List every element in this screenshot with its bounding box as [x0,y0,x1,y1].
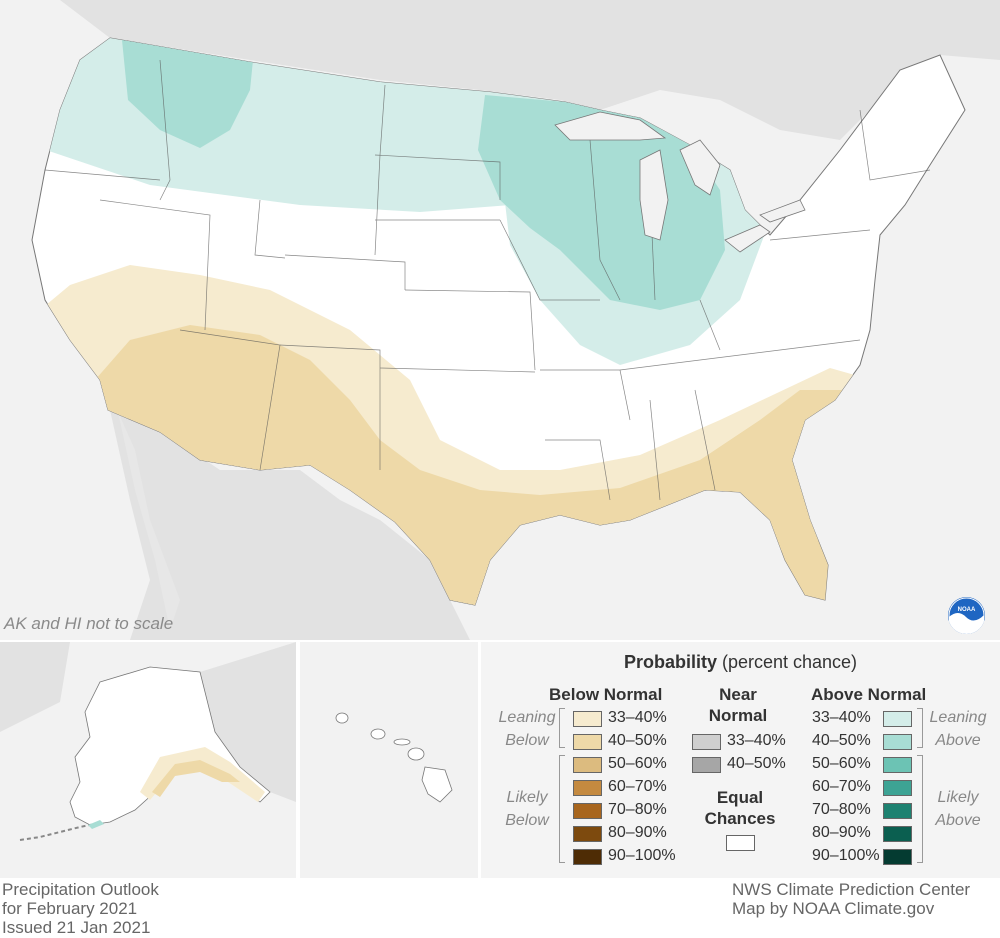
above-normal-row-swatch [883,734,912,750]
above-normal-row-swatch [883,711,912,727]
above-normal-row-swatch [883,757,912,773]
below-normal-row-swatch [573,757,602,773]
baja-peninsula [118,412,180,630]
near-normal-row-label: 40–50% [727,755,786,772]
canada-yukon-landmass [200,642,296,802]
footer-period: for February 2021 [2,899,138,918]
russia-landmass [0,642,70,732]
likely-below-label: Likely Below [485,786,569,832]
equal-chances-swatch [726,835,755,851]
above-normal-row-swatch [883,780,912,796]
below-normal-row-swatch [573,734,602,750]
below-normal-row-swatch [573,711,602,727]
leaning-above-bracket [917,708,923,748]
leaning-above-label-2: Above [935,732,981,749]
above-normal-heading: Above Normal [811,685,927,704]
near-normal-row-swatch [692,734,721,750]
above-normal-row-swatch [883,826,912,842]
noaa-logo-graphic: NOAA [948,597,985,634]
leaning-below-bracket [559,708,565,748]
hawaii-inset [300,642,478,878]
svg-text:NOAA: NOAA [958,607,976,613]
leaning-below-label-2: Below [505,732,549,749]
kauai-island [335,712,349,724]
likely-above-label-2: Above [935,812,981,829]
near-normal-row-label: 33–40% [727,732,786,749]
legend: Probability (percent chance) Below Norma… [481,642,1000,878]
above-normal-row-label: 60–70% [812,778,871,795]
near-normal-heading: Near Normal [701,684,775,726]
likely-above-bracket [917,755,923,863]
near-normal-row-swatch [692,757,721,773]
conus-map: AK and HI not to scale NOAA [0,0,1000,640]
likely-above-label-1: Likely [937,789,979,806]
above-40-50-great-lakes-region [478,95,725,310]
alaska-below-leaning-region [140,747,265,802]
molokai-island [393,738,411,746]
below-normal-row-swatch [573,780,602,796]
legend-title-bold: Probability [623,652,717,672]
canada-landmass [60,0,1000,140]
below-normal-heading: Below Normal [549,685,663,704]
below-normal-row-swatch [573,803,602,819]
equal-chances-heading-2: Chances [704,809,776,828]
great-lakes [554,111,806,253]
alaska-inset [0,642,296,878]
footer-credit-climate-gov: Map by NOAA Climate.gov [732,899,935,918]
below-normal-row-swatch [573,849,602,865]
equal-chances-heading-1: Equal [716,788,764,807]
alaska-map-graphic [0,642,296,841]
aleutian-islands [19,823,96,841]
likely-below-label-2: Below [505,812,549,829]
below-normal-row-label: 33–40% [608,709,667,726]
mexico-landmass [110,410,470,640]
aleutian-above-region [88,820,104,829]
legend-title-rest: (percent chance) [716,652,858,672]
leaning-above-label-1: Leaning [929,709,987,726]
likely-below-bracket [559,755,565,863]
below-normal-row-label: 40–50% [608,732,667,749]
below-normal-row-swatch [573,826,602,842]
footer-credit-cpc: NWS Climate Prediction Center [732,880,971,899]
near-normal-heading-1: Near [719,685,757,704]
footer-left: Precipitation Outlook for February 2021 … [2,880,159,937]
above-normal-row-label: 33–40% [812,709,871,726]
below-normal-row-label: 80–90% [608,824,667,841]
above-normal-row-label: 70–80% [812,801,871,818]
footer-right: NWS Climate Prediction Center Map by NOA… [732,880,994,918]
below-normal-row-label: 90–100% [608,847,676,864]
likely-below-label-1: Likely [506,789,548,806]
above-normal-row-label: 50–60% [812,755,871,772]
conus-map-graphic [31,0,1000,640]
near-normal-heading-2: Normal [708,706,768,725]
footer-title: Precipitation Outlook [2,880,159,899]
below-normal-row-label: 50–60% [608,755,667,772]
leaning-above-label: Leaning Above [921,706,995,752]
maui-island [407,747,425,761]
equal-chances-heading: Equal Chances [701,787,779,829]
above-normal-row-label: 80–90% [812,824,871,841]
above-normal-row-swatch [883,849,912,865]
state-boundaries [44,59,931,501]
legend-title: Probability (percent chance) [481,652,1000,673]
above-normal-row-label: 90–100% [812,847,880,864]
footer-issued: Issued 21 Jan 2021 [2,918,151,937]
scale-note: AK and HI not to scale [4,614,174,633]
above-normal-row-swatch [883,803,912,819]
below-normal-row-label: 70–80% [608,801,667,818]
likely-above-label: Likely Above [921,786,995,832]
above-normal-row-label: 40–50% [812,732,871,749]
big-island [421,766,453,803]
alaska-below-40-50-region [152,760,240,797]
below-normal-row-label: 60–70% [608,778,667,795]
leaning-below-label-1: Leaning [498,709,556,726]
noaa-logo: NOAA [948,597,985,634]
oahu-island [370,728,386,740]
leaning-below-label: Leaning Below [485,706,569,752]
hawaii-map-graphic [335,712,453,803]
